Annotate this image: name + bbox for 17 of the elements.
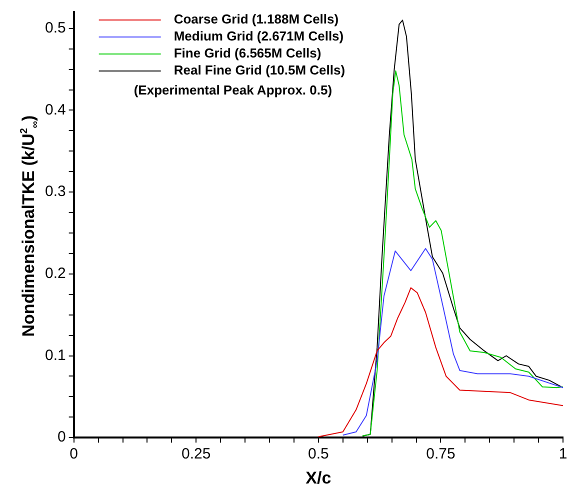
legend-label: Fine Grid (6.565M Cells) — [174, 46, 322, 61]
x-tick-label: 0.25 — [182, 446, 211, 463]
y-tick-label: 0.1 — [44, 346, 66, 364]
legend-label: Real Fine Grid (10.5M Cells) — [174, 62, 346, 78]
legend-label: Coarse Grid (1.188M Cells) — [174, 12, 339, 27]
x-axis-title: X/c — [306, 468, 332, 488]
y-tick-label: 0 — [58, 428, 66, 446]
x-tick-label: 0.5 — [308, 446, 329, 463]
y-tick-label: 0.4 — [44, 101, 66, 118]
x-tick-label: 0.75 — [426, 446, 456, 463]
x-tick-label: 1 — [558, 446, 568, 463]
y-tick-label: 0.3 — [44, 183, 66, 200]
y-tick-label: 0.5 — [44, 20, 66, 37]
annotation: (Experimental Peak Approx. 0.5) — [134, 82, 332, 98]
x-tick-label: 0 — [70, 446, 78, 463]
y-tick-label: 0.2 — [44, 265, 66, 282]
legend-label: Medium Grid (2.671M Cells) — [174, 28, 344, 44]
